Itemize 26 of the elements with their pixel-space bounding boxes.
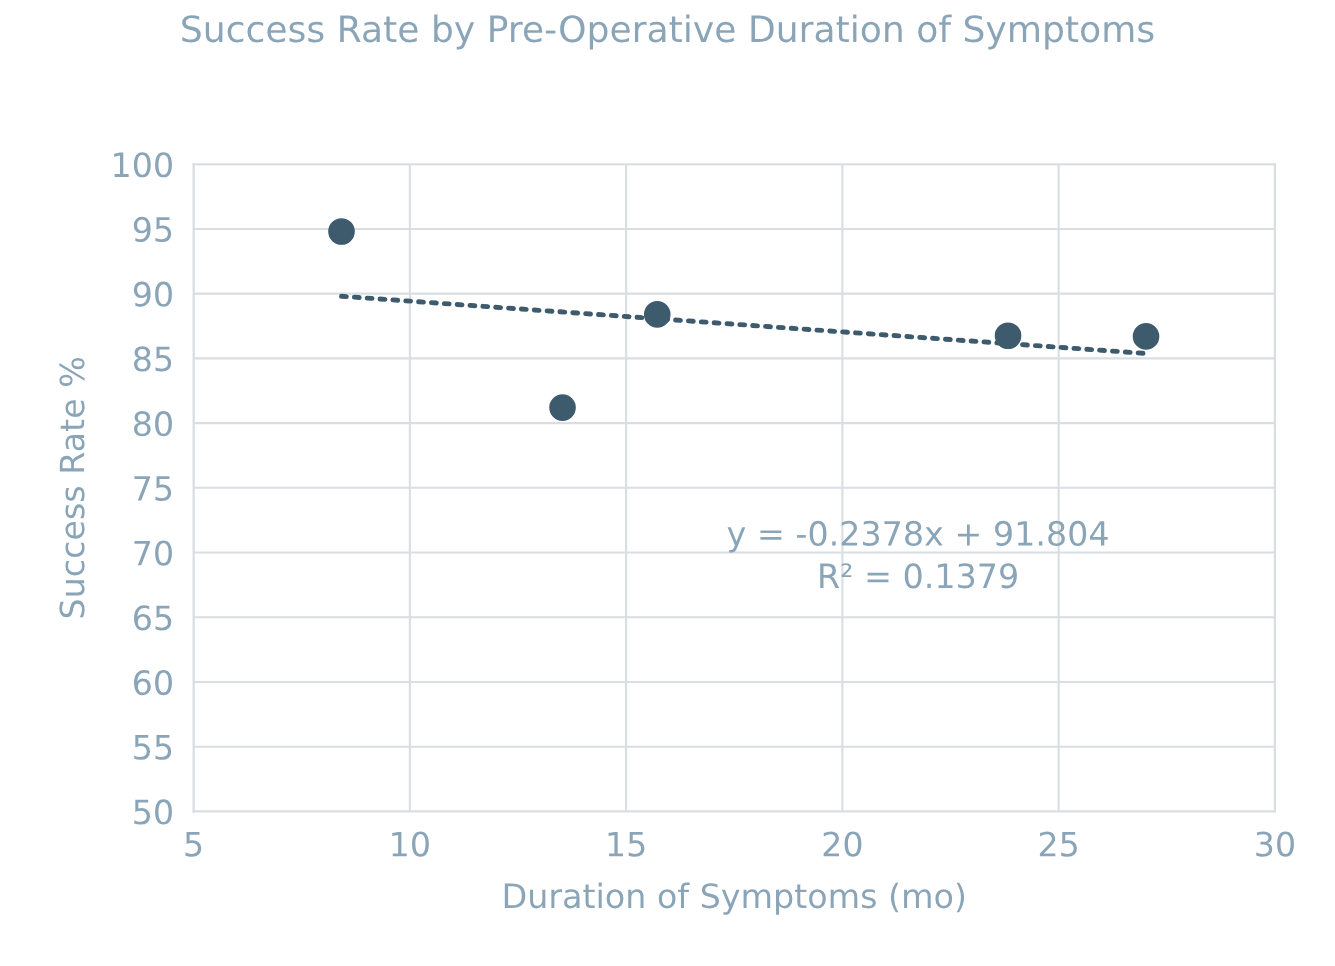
x-tick-label: 20 — [823, 831, 862, 857]
point — [994, 322, 1022, 350]
y-tick-label: 70 — [134, 540, 172, 566]
y-tick-label: 80 — [133, 411, 172, 437]
x-tick-label: 25 — [1039, 831, 1077, 857]
y-tick-label: 60 — [134, 669, 172, 696]
x-tick-label: 30 — [1256, 831, 1294, 857]
y-tick-label: 75 — [134, 476, 172, 501]
y-tick-label: 65 — [134, 605, 172, 631]
y-tick-label: 95 — [133, 216, 172, 243]
point — [643, 301, 671, 328]
x-tick-label: 10 — [392, 831, 429, 857]
point — [549, 394, 576, 421]
x-tick-label: 15 — [608, 831, 645, 857]
point — [1132, 323, 1160, 350]
y-axis-title: Success Rate % — [59, 357, 85, 618]
y-tick-label: 100 — [114, 152, 172, 178]
x-axis-title: Duration of Symptoms (mo) — [504, 882, 965, 915]
y-tick-label: 85 — [133, 346, 172, 372]
chart-title: Success Rate by Pre-Operative Duration of Symptoms — [182, 14, 1154, 50]
y-tick-label: 90 — [133, 281, 172, 307]
x-tick-label: 5 — [185, 831, 202, 857]
y-tick-label: 50 — [134, 799, 172, 825]
annotation: y = -0.2378x + 91.804 R² = 0.1379 — [727, 520, 1108, 589]
y-tick-label: 55 — [134, 735, 172, 760]
point — [328, 218, 355, 245]
